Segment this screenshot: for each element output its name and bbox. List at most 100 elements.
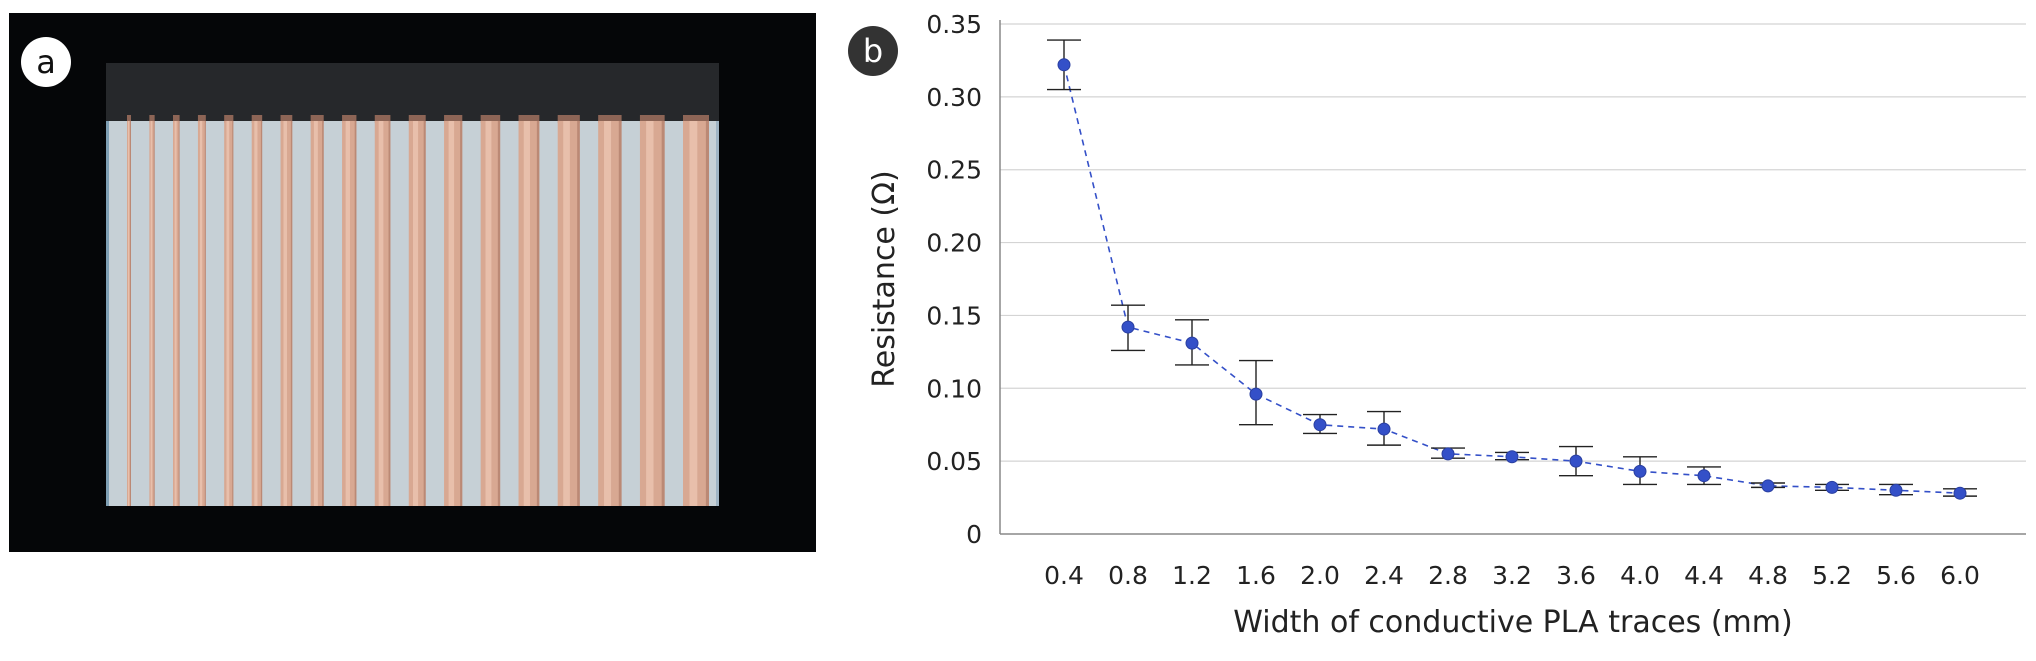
y-tick-label: 0.35 [926, 10, 982, 39]
data-point [1185, 336, 1199, 350]
x-tick-label: 5.6 [1876, 561, 1916, 590]
y-tick-label: 0.05 [926, 447, 982, 476]
trace-edge [497, 121, 501, 506]
trace-top-cap [639, 115, 665, 123]
trace-top-cap [224, 115, 234, 123]
x-tick-label: 5.2 [1812, 561, 1852, 590]
x-tick-label: 2.8 [1428, 561, 1468, 590]
trace-edge [423, 121, 426, 506]
trace-edge [354, 121, 357, 506]
x-tick-label: 4.8 [1748, 561, 1788, 590]
trace-highlight [128, 121, 130, 506]
series-line [1063, 64, 1961, 494]
y-tick-label: 0.30 [926, 83, 982, 112]
data-point [1889, 483, 1903, 497]
x-tick-label: 2.0 [1300, 561, 1340, 590]
trace-sample-photo [9, 13, 816, 552]
x-tick-label: 2.4 [1364, 561, 1404, 590]
x-tick-label: 1.2 [1172, 561, 1212, 590]
trace-top-cap [408, 115, 426, 123]
data-point [1121, 320, 1135, 334]
y-tick-label: 0.20 [926, 229, 982, 258]
trace-highlight [226, 121, 230, 506]
trace-top-cap [197, 115, 206, 123]
x-tick-label: 0.8 [1108, 561, 1148, 590]
trace-edge [322, 121, 324, 506]
trace-edge [178, 121, 180, 506]
trace-highlight [378, 121, 384, 506]
x-tick-label: 3.6 [1556, 561, 1596, 590]
trace-top-cap [149, 115, 155, 123]
substrate-edge-right [716, 121, 719, 506]
conductive-traces [127, 115, 709, 506]
photo-panel: a [9, 13, 816, 552]
trace-edge [130, 121, 131, 506]
panel-label-b: b [848, 26, 898, 76]
y-tick-label: 0.15 [926, 301, 982, 330]
data-point [1825, 480, 1839, 494]
trace-top-cap [444, 115, 463, 123]
trace-top-cap [127, 115, 131, 123]
data-point [1633, 464, 1647, 478]
substrate-edge-left [106, 121, 109, 506]
x-tick-label: 3.2 [1492, 561, 1532, 590]
data-point [1057, 58, 1071, 72]
panel-label-a: a [21, 37, 71, 87]
trace-top-cap [683, 115, 709, 123]
data-point [1953, 486, 1967, 500]
trace-top-cap [598, 115, 622, 123]
trace-edge [260, 121, 263, 506]
trace-edge [577, 121, 580, 506]
trace-edge [232, 121, 234, 506]
trace-top-cap [374, 115, 391, 123]
trace-highlight [604, 121, 612, 506]
y-tick-label: 0 [966, 520, 982, 549]
trace-highlight [413, 121, 419, 506]
trace-highlight [523, 121, 530, 506]
trace-highlight [485, 121, 492, 506]
y-tick-label: 0.25 [926, 156, 982, 185]
trace-top-cap [251, 115, 263, 123]
data-point [1249, 387, 1263, 401]
trace-edge [290, 121, 293, 506]
trace-highlight [313, 121, 318, 506]
data-point [1697, 469, 1711, 483]
trace-edge [460, 121, 463, 506]
x-tick-label: 4.0 [1620, 561, 1660, 590]
trace-highlight [283, 121, 287, 506]
trace-top-cap [480, 115, 501, 123]
trace-top-cap [280, 115, 293, 123]
data-point [1441, 447, 1455, 461]
trace-highlight [150, 121, 153, 506]
trace-top-cap [342, 115, 357, 123]
trace-highlight [689, 121, 698, 506]
data-point [1377, 422, 1391, 436]
trace-edge [661, 121, 665, 506]
data-point [1313, 418, 1327, 432]
trace-top-cap [173, 115, 180, 123]
x-tick-label: 4.4 [1684, 561, 1724, 590]
data-point [1569, 454, 1583, 468]
trace-top-cap [557, 115, 580, 123]
x-tick-label: 6.0 [1940, 561, 1980, 590]
trace-edge [618, 121, 622, 506]
resistance-chart: 0 0.05 0.10 0.15 0.20 0.25 0.30 0.35 0.4 0.8 1.2 1.… [867, 10, 2026, 640]
trace-edge [204, 121, 206, 506]
chart-panel: 0 0.05 0.10 0.15 0.20 0.25 0.30 0.35 0.4 0.8 1.2 1.… [840, 0, 2036, 656]
trace-top-cap [310, 115, 324, 123]
x-tick-label: 1.6 [1236, 561, 1276, 590]
trace-highlight [199, 121, 203, 506]
trace-highlight [174, 121, 177, 506]
trace-edge [388, 121, 391, 506]
x-tick-label: 0.4 [1044, 561, 1084, 590]
data-point [1505, 450, 1519, 464]
trace-edge [536, 121, 540, 506]
trace-edge [705, 121, 709, 506]
x-axis-label: Width of conductive PLA traces (mm) [1233, 605, 1792, 640]
trace-highlight [345, 121, 350, 506]
data-point [1761, 479, 1775, 493]
trace-highlight [254, 121, 258, 506]
trace-highlight [448, 121, 455, 506]
trace-top-cap [518, 115, 540, 123]
y-axis-label: Resistance (Ω) [867, 170, 902, 388]
